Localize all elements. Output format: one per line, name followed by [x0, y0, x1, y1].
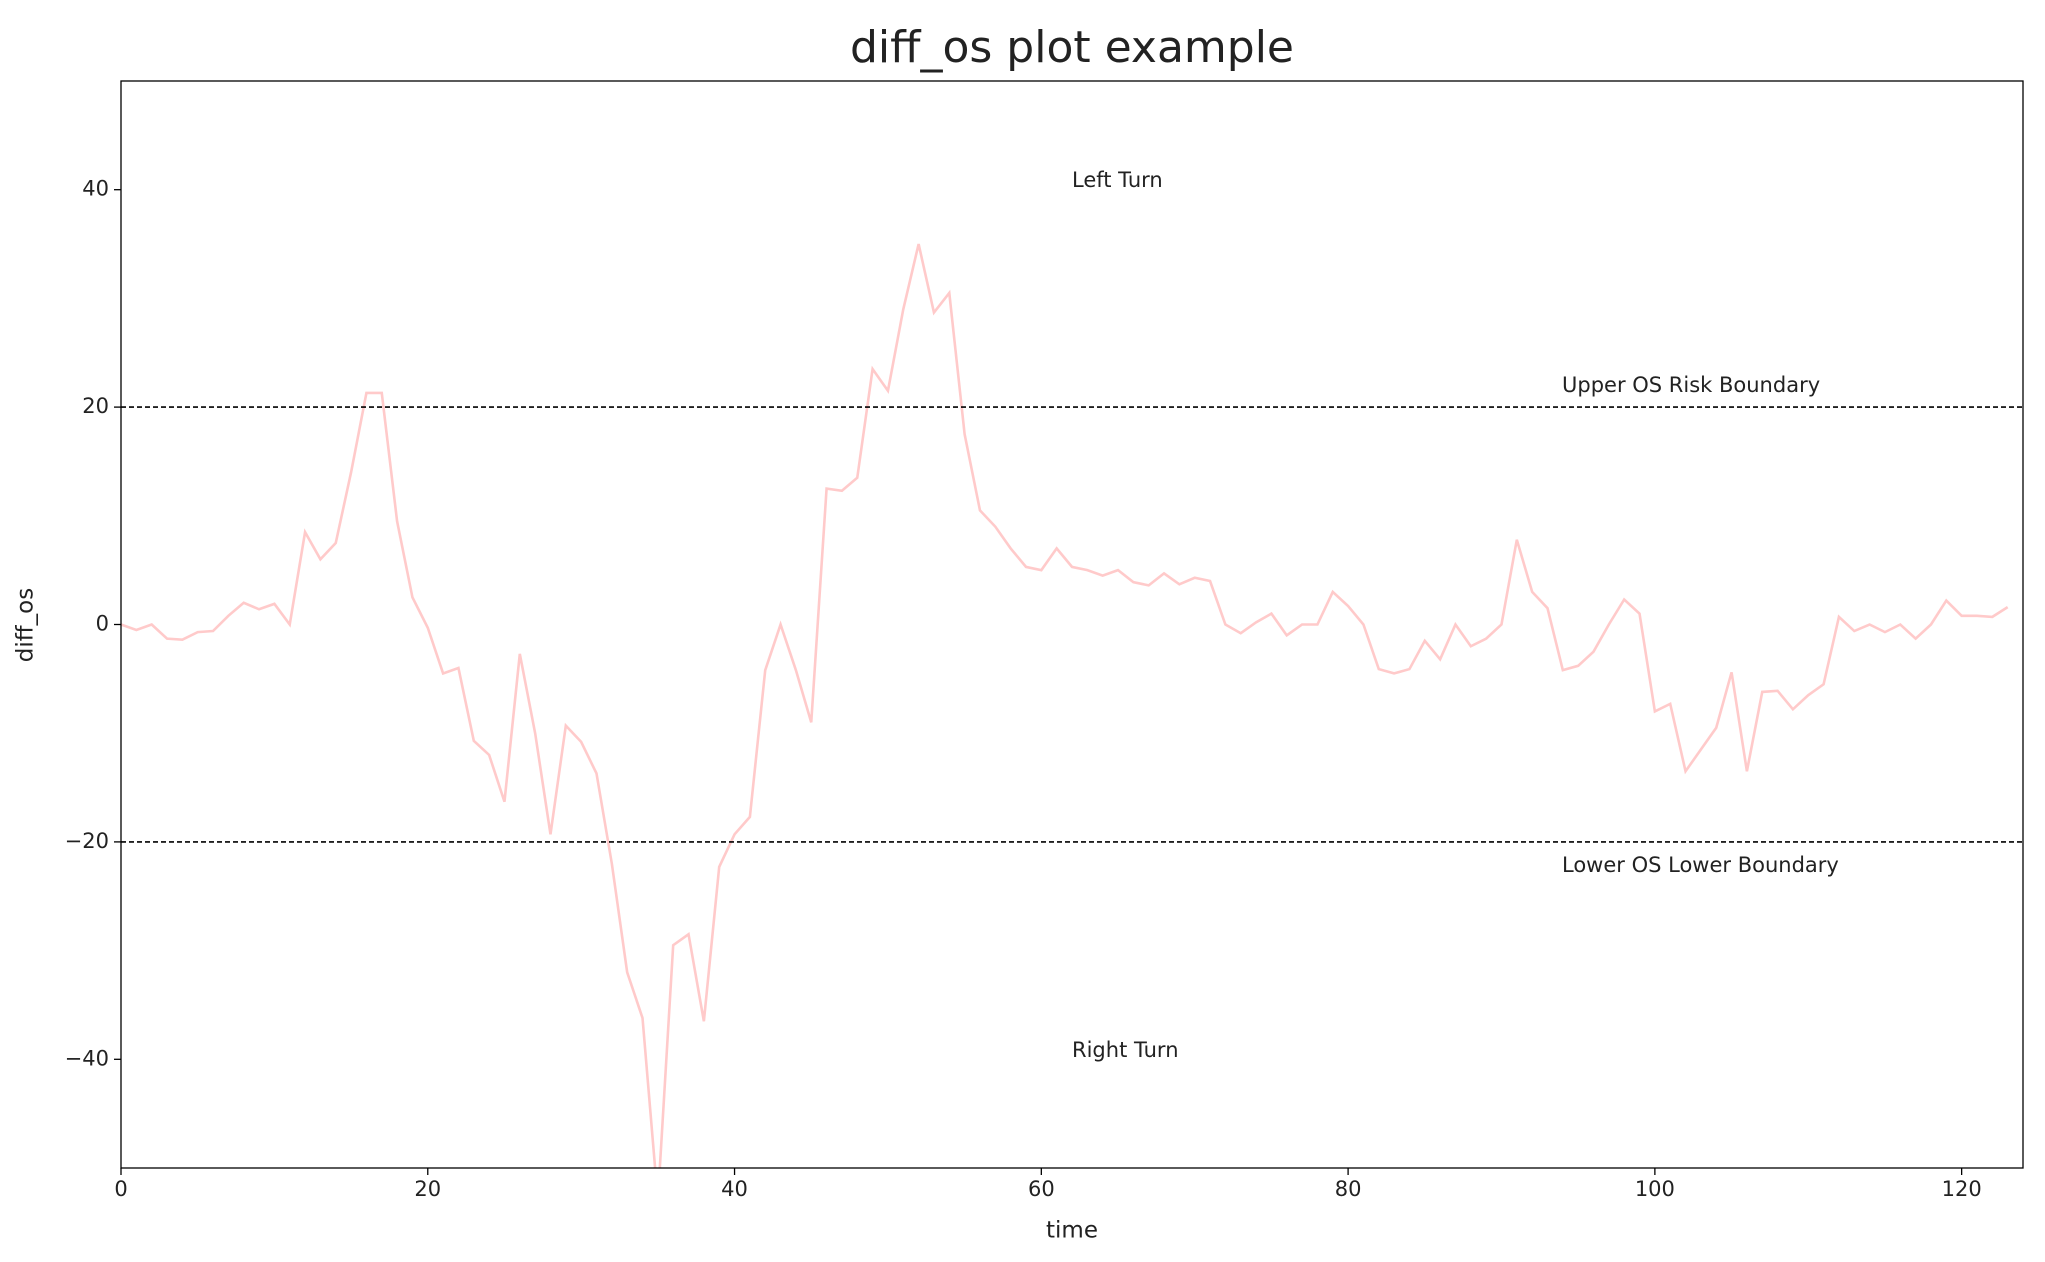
y-tick-label: 20: [82, 394, 109, 418]
x-tick-label: 120: [1942, 1177, 1982, 1201]
annotation: Left Turn: [1072, 168, 1163, 192]
x-tick-label: 0: [114, 1177, 127, 1201]
chart-title: diff_os plot example: [850, 22, 1294, 73]
y-tick-label: −20: [65, 829, 109, 853]
x-tick-label: 60: [1028, 1177, 1055, 1201]
y-tick-label: −40: [65, 1046, 109, 1070]
x-tick-label: 20: [414, 1177, 441, 1201]
plot-area: [121, 243, 2009, 1168]
y-axis-label: diff_os: [13, 588, 39, 662]
x-axis-label: time: [1046, 1218, 1098, 1244]
x-tick-label: 40: [721, 1177, 748, 1201]
annotation: Right Turn: [1072, 1038, 1179, 1062]
plot-frame: [120, 80, 2024, 1169]
annotation: Lower OS Lower Boundary: [1562, 853, 1839, 877]
y-tick-label: 40: [82, 177, 109, 201]
data-line: [121, 243, 2009, 1168]
x-tick-label: 80: [1335, 1177, 1362, 1201]
y-tick-label: 0: [96, 612, 109, 636]
annotation: Upper OS Risk Boundary: [1562, 373, 1820, 397]
x-tick-label: 100: [1635, 1177, 1675, 1201]
